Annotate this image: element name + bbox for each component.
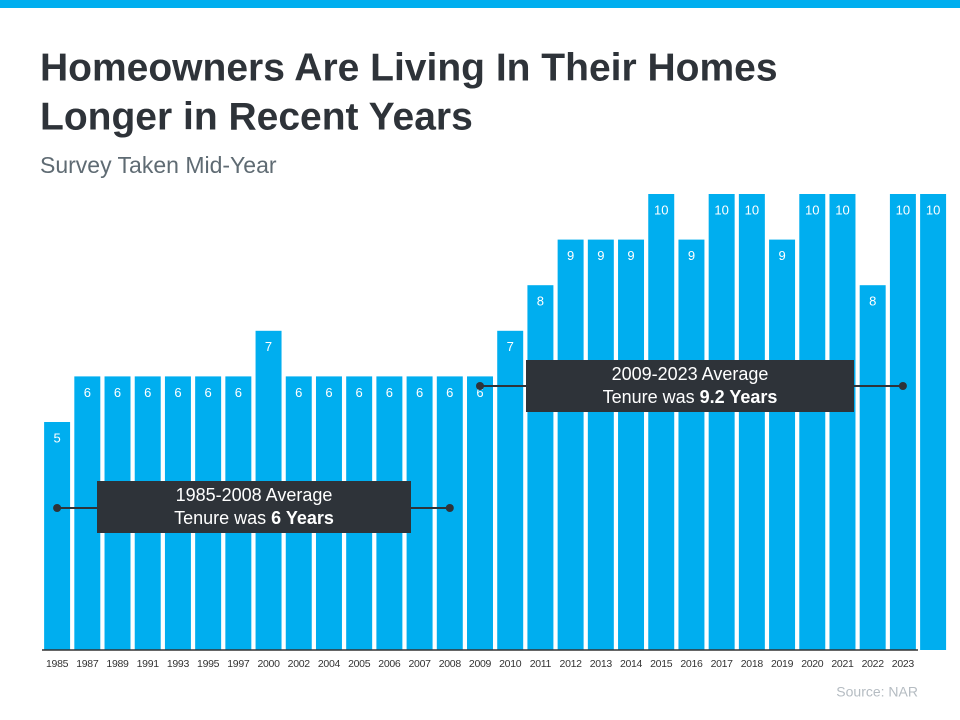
- bar: [678, 239, 705, 650]
- value-label: 6: [476, 385, 483, 400]
- annotation-text: Tenure was: [174, 508, 266, 528]
- bar: [708, 194, 735, 650]
- value-label: 6: [84, 385, 91, 400]
- x-tick-label: 2022: [862, 658, 885, 670]
- bar: [859, 285, 886, 650]
- x-tick-label: 2014: [620, 658, 643, 670]
- value-label: 6: [356, 385, 363, 400]
- bar: [587, 239, 614, 650]
- bar: [889, 194, 916, 650]
- x-tick-label: 1987: [76, 658, 99, 670]
- average-dot: [898, 382, 907, 390]
- x-tick-label: 2023: [892, 658, 915, 670]
- annotation-text: Tenure was 6 Years: [174, 508, 334, 528]
- value-label: 8: [869, 294, 876, 309]
- x-tick-label: 2016: [680, 658, 703, 670]
- value-label: 9: [778, 248, 785, 263]
- top-stripe: [0, 0, 960, 8]
- annotation-emphasis: 6 Years: [271, 508, 334, 528]
- bar: [648, 194, 675, 650]
- x-tick-label: 2008: [439, 658, 462, 670]
- x-tick-label: 2006: [378, 658, 401, 670]
- average-dot: [476, 382, 484, 390]
- x-tick-label: 2021: [831, 658, 854, 670]
- x-tick-label: 2004: [318, 658, 341, 670]
- x-tick-label: 2005: [348, 658, 371, 670]
- value-label: 6: [446, 385, 453, 400]
- x-tick-label: 2002: [288, 658, 311, 670]
- value-label: 10: [926, 202, 940, 217]
- x-tick-label: 2015: [650, 658, 673, 670]
- value-label: 9: [567, 248, 574, 263]
- x-tick-label: 2017: [711, 658, 734, 670]
- annotation-box: [97, 481, 411, 533]
- x-tick-label: 2011: [530, 658, 552, 670]
- value-label: 6: [144, 385, 151, 400]
- value-label: 10: [745, 202, 759, 217]
- bar: [799, 194, 826, 650]
- value-label: 7: [507, 339, 514, 354]
- x-tick-label: 2012: [560, 658, 583, 670]
- bar: [738, 194, 765, 650]
- x-tick-label: 1993: [167, 658, 190, 670]
- annotation-text: Tenure was: [603, 387, 695, 407]
- x-tick-label: 2010: [499, 658, 522, 670]
- value-label: 10: [654, 202, 668, 217]
- value-label: 9: [688, 248, 695, 263]
- value-label: 6: [416, 385, 423, 400]
- value-label: 8: [537, 294, 544, 309]
- bar: [44, 422, 71, 650]
- value-label: 6: [325, 385, 332, 400]
- source: Source: NAR: [836, 684, 918, 700]
- value-label: 10: [805, 202, 819, 217]
- x-tick-label: 2013: [590, 658, 613, 670]
- x-tick-label: 2020: [801, 658, 824, 670]
- bar: [527, 285, 554, 650]
- x-tick-label: 2007: [409, 658, 432, 670]
- chart-subtitle: Survey Taken Mid-Year: [40, 152, 277, 178]
- value-label: 7: [265, 339, 272, 354]
- bar: [497, 330, 524, 650]
- bar: [618, 239, 645, 650]
- bar: [74, 376, 101, 650]
- bar: [920, 194, 947, 650]
- bar: [769, 239, 796, 650]
- bar: [557, 239, 584, 650]
- value-label: 6: [114, 385, 121, 400]
- annotation-text: 2009-2023 Average: [612, 364, 769, 384]
- x-tick-label: 2009: [469, 658, 492, 670]
- average-dot: [53, 504, 62, 512]
- value-label: 9: [627, 248, 634, 263]
- chart-title: Homeowners Are Living In Their Homes: [40, 46, 778, 89]
- average-dot: [445, 504, 454, 512]
- x-tick-label: 1989: [106, 658, 129, 670]
- value-label: 6: [235, 385, 242, 400]
- value-label: 6: [174, 385, 181, 400]
- bar: [436, 376, 463, 650]
- annotation-emphasis: 9.2 Years: [700, 387, 778, 407]
- value-label: 10: [835, 202, 849, 217]
- value-label: 10: [896, 202, 910, 217]
- annotation-text: Tenure was 9.2 Years: [603, 387, 778, 407]
- bar: [467, 376, 493, 650]
- chart-title: Longer in Recent Years: [40, 95, 473, 138]
- value-label: 5: [53, 430, 60, 445]
- x-tick-label: 1995: [197, 658, 220, 670]
- annotation-text: 1985-2008 Average: [176, 485, 333, 505]
- annotation-box: [526, 360, 854, 412]
- value-label: 6: [205, 385, 212, 400]
- x-tick-label: 2000: [257, 658, 280, 670]
- x-tick-label: 1991: [137, 658, 160, 670]
- value-label: 10: [714, 202, 728, 217]
- x-tick-label: 2018: [741, 658, 764, 670]
- value-label: 6: [386, 385, 393, 400]
- value-label: 6: [295, 385, 302, 400]
- x-tick-label: 1985: [46, 658, 69, 670]
- bar: [829, 194, 856, 650]
- x-tick-label: 2019: [771, 658, 794, 670]
- x-tick-label: 1997: [227, 658, 250, 670]
- value-label: 9: [597, 248, 604, 263]
